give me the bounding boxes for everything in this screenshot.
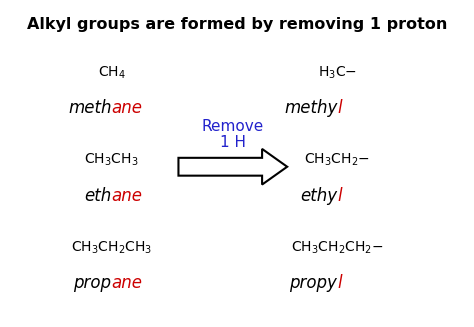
Text: CH$_3$CH$_2$−: CH$_3$CH$_2$−: [304, 152, 370, 168]
Text: CH$_4$: CH$_4$: [98, 64, 126, 81]
Text: ane: ane: [111, 187, 143, 205]
Text: H$_3$C−: H$_3$C−: [318, 64, 357, 81]
Text: l: l: [337, 99, 342, 117]
FancyArrow shape: [178, 149, 287, 184]
Text: 1 H: 1 H: [220, 135, 246, 150]
Text: propy: propy: [290, 274, 337, 292]
Text: CH$_3$CH$_2$CH$_2$−: CH$_3$CH$_2$CH$_2$−: [291, 240, 384, 256]
Text: ane: ane: [111, 274, 143, 292]
Text: prop: prop: [73, 274, 111, 292]
Text: ethy: ethy: [300, 187, 337, 205]
Text: eth: eth: [84, 187, 111, 205]
Text: CH$_3$CH$_3$: CH$_3$CH$_3$: [84, 152, 139, 168]
Text: l: l: [337, 274, 342, 292]
Text: Alkyl groups are formed by removing 1 proton: Alkyl groups are formed by removing 1 pr…: [27, 17, 447, 32]
Text: methy: methy: [284, 99, 337, 117]
Text: Remove: Remove: [202, 119, 264, 134]
Text: ane: ane: [111, 99, 143, 117]
Text: l: l: [337, 187, 342, 205]
Text: CH$_3$CH$_2$CH$_3$: CH$_3$CH$_2$CH$_3$: [71, 240, 152, 256]
Text: meth: meth: [68, 99, 111, 117]
